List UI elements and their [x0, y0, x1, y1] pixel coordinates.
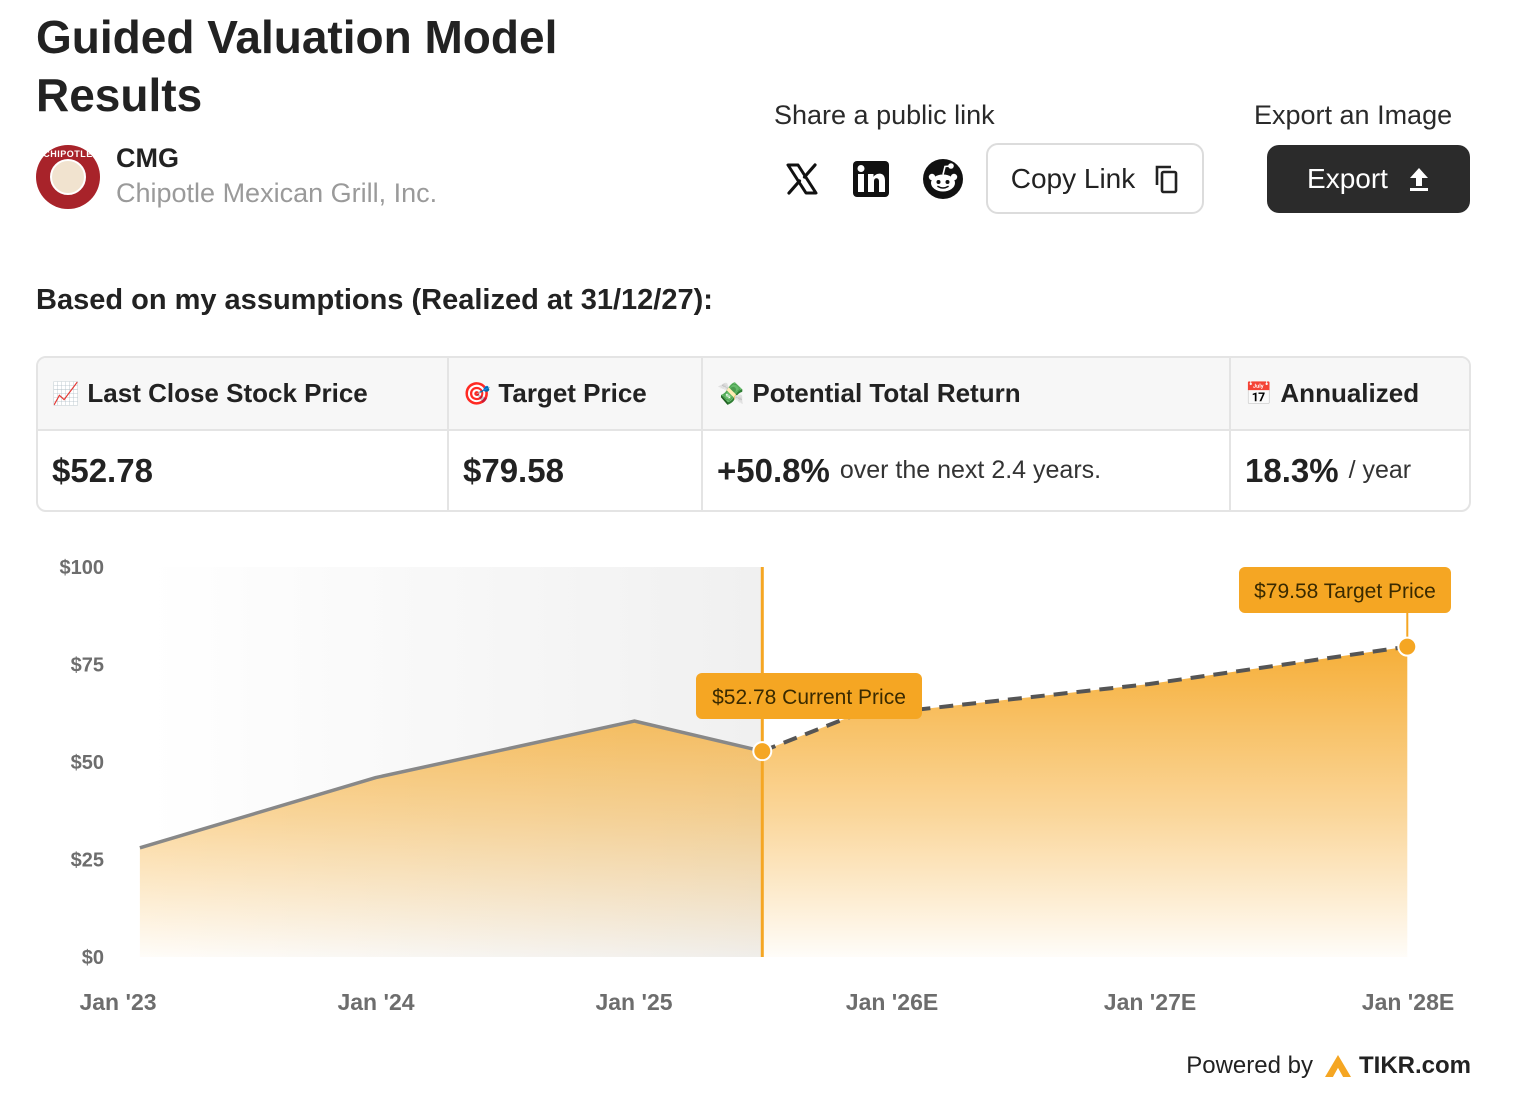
upload-icon	[1409, 168, 1428, 191]
total-return-value: +50.8%	[717, 451, 830, 489]
company-info: CHIPOTLE CMG Chipotle Mexican Grill, Inc…	[36, 142, 437, 212]
annualized-label: Annualized	[1280, 378, 1420, 408]
last-close-label: Last Close Stock Price	[87, 378, 368, 408]
powered-by: Powered by TIKR.com	[1186, 1052, 1471, 1080]
calendar-icon: 📅	[1245, 380, 1273, 406]
export-button[interactable]: Export	[1267, 145, 1470, 213]
reddit-icon	[923, 159, 963, 199]
x-tick-label: Jan '27E	[1104, 989, 1196, 1015]
y-tick-label: $25	[71, 850, 104, 872]
target-icon: 🎯	[463, 380, 491, 406]
x-tick-label: Jan '26E	[846, 989, 938, 1015]
share-label: Share a public link	[774, 100, 995, 130]
x-tick-label: Jan '25	[595, 989, 672, 1015]
total-return-column: 💸 Potential Total Return +50.8% over the…	[703, 358, 1231, 510]
total-return-label: Potential Total Return	[752, 378, 1021, 408]
annualized-column: 📅 Annualized 18.3% / year	[1231, 358, 1469, 510]
y-tick-label: $0	[82, 947, 104, 969]
target-price-value: $79.58	[463, 451, 564, 489]
page-title: Guided Valuation Model Results	[36, 11, 558, 121]
assumption-heading: Based on my assumptions (Realized at 31/…	[36, 284, 713, 316]
reddit-share-button[interactable]	[920, 156, 966, 202]
projected-price-line	[761, 644, 1408, 754]
money-wings-icon: 💸	[717, 380, 745, 406]
logo-text: CHIPOTLE	[43, 149, 93, 159]
logo-pepper-icon	[50, 159, 86, 195]
export-button-label: Export	[1307, 163, 1388, 194]
copy-link-label: Copy Link	[1010, 162, 1136, 194]
company-logo: CHIPOTLE	[36, 145, 100, 209]
ticker-symbol: CMG	[116, 143, 179, 173]
x-share-button[interactable]	[779, 156, 825, 202]
tikr-brand: TIKR.com	[1358, 1052, 1471, 1079]
historical-price-line	[139, 719, 763, 850]
valuation-chart: $0 $25 $50 $75 $100 Jan '23 Jan '24 Jan '25 Jan …	[60, 557, 1455, 1015]
y-tick-label: $50	[71, 752, 104, 774]
total-return-suffix: over the next 2.4 years.	[839, 456, 1102, 484]
linkedin-share-button[interactable]	[848, 156, 894, 202]
summary-table: 📈 Last Close Stock Price $52.78 🎯 Target…	[36, 356, 1471, 512]
y-tick-label: $100	[60, 557, 105, 579]
powered-by-label: Powered by	[1186, 1052, 1313, 1079]
last-close-value: $52.78	[52, 451, 153, 489]
target-price-callout-text: $79.58 Target Price	[1254, 580, 1436, 603]
x-icon	[786, 163, 818, 195]
current-price-point	[752, 741, 773, 762]
target-price-column: 🎯 Target Price $79.58	[449, 358, 703, 510]
copy-link-button[interactable]: Copy Link	[986, 143, 1204, 214]
x-tick-label: Jan '24	[337, 989, 414, 1015]
chart-increasing-icon: 📈	[52, 380, 80, 406]
current-price-callout-text: $52.78 Current Price	[712, 686, 906, 709]
target-price-callout: $79.58 Target Price	[1239, 567, 1451, 613]
price-area-fill	[139, 646, 1408, 957]
copy-icon	[1155, 165, 1178, 193]
current-price-callout: $52.78 Current Price	[696, 673, 922, 719]
current-price-callout-box	[696, 673, 922, 719]
target-price-point	[1397, 636, 1418, 657]
x-tick-label: Jan '28E	[1362, 989, 1454, 1015]
y-tick-label: $75	[71, 655, 104, 677]
target-price-label: Target Price	[498, 378, 647, 408]
linkedin-icon	[853, 161, 889, 197]
target-price-callout-box	[1239, 567, 1451, 613]
company-name: Chipotle Mexican Grill, Inc.	[116, 178, 438, 208]
export-label: Export an Image	[1254, 100, 1453, 130]
annualized-value: 18.3%	[1245, 451, 1339, 489]
last-close-column: 📈 Last Close Stock Price $52.78	[38, 358, 449, 510]
annualized-suffix: / year	[1348, 456, 1412, 484]
x-tick-label: Jan '23	[79, 989, 156, 1015]
tikr-logo-icon	[1324, 1055, 1351, 1077]
